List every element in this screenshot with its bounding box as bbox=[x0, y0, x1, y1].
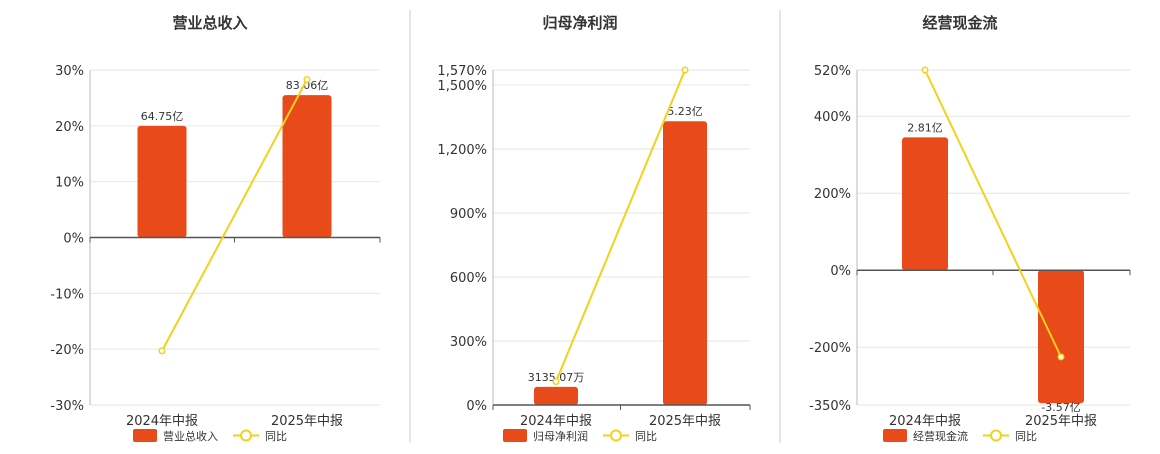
bar-data-label: 2.81亿 bbox=[907, 121, 943, 134]
yoy-point bbox=[158, 347, 166, 355]
y-tick-label: 0% bbox=[830, 264, 851, 279]
bar bbox=[663, 121, 707, 405]
x-tick-label: 2024年中报 bbox=[126, 414, 198, 429]
legend: 营业总收入 同比 bbox=[133, 429, 287, 443]
bar bbox=[902, 137, 948, 271]
y-tick-label: 10% bbox=[55, 176, 84, 191]
yoy-point bbox=[303, 75, 311, 84]
legend-line-label: 同比 bbox=[635, 430, 657, 443]
y-tick-label: 200% bbox=[814, 187, 851, 202]
chart-revenue: 营业总收入 30% 20% 10% 0% -10% -20% -30% 64.75亿 83.06… bbox=[50, 14, 381, 443]
legend-line-marker bbox=[610, 429, 622, 442]
plot-area: 1,570%1,500% 1,200% 900% 600% 300% 0% 3135.07万… bbox=[437, 64, 751, 414]
yoy-point bbox=[1057, 353, 1065, 361]
legend-bar-swatch bbox=[133, 429, 157, 442]
yoy-point bbox=[921, 66, 929, 74]
legend: 归母净利润 同比 bbox=[503, 429, 657, 443]
bar-data-label: -3.57亿 bbox=[1041, 401, 1080, 414]
chart-operating-cash-flow: 经营现金流 520% 400% 200% 0% -200% -350% 2.81亿 -3.57… bbox=[809, 14, 1131, 443]
yoy-line bbox=[555, 69, 686, 382]
bar bbox=[1038, 270, 1084, 404]
yoy-point bbox=[681, 66, 689, 74]
legend-bar-label: 营业总收入 bbox=[163, 429, 218, 443]
y-tick-label: 20% bbox=[55, 120, 84, 135]
legend-line-label: 同比 bbox=[265, 430, 287, 443]
legend-bar-label: 经营现金流 bbox=[913, 429, 968, 443]
y-tick-label: 1,500% bbox=[437, 79, 487, 94]
y-tick-label: -10% bbox=[50, 287, 84, 302]
y-tick-label: -20% bbox=[50, 343, 84, 358]
y-tick-label: 600% bbox=[450, 271, 487, 286]
y-tick-label: -200% bbox=[809, 341, 851, 356]
x-tick-label: 2025年中报 bbox=[1025, 414, 1097, 429]
y-tick-label: 0% bbox=[466, 399, 487, 414]
y-tick-label: 300% bbox=[450, 335, 487, 350]
y-tick-label: 0% bbox=[63, 232, 84, 247]
legend-line-label: 同比 bbox=[1015, 430, 1037, 443]
legend: 经营现金流 同比 bbox=[883, 429, 1037, 443]
bar-data-label: 3135.07万 bbox=[528, 371, 585, 384]
yoy-line bbox=[161, 79, 308, 352]
bar bbox=[282, 95, 332, 238]
x-tick-label: 2025年中报 bbox=[271, 414, 343, 429]
bar bbox=[137, 125, 187, 238]
chart-net-profit: 归母净利润 1,570%1,500% 1,200% 900% 600% 300% 0% 31… bbox=[437, 14, 751, 443]
legend-line-marker bbox=[990, 429, 1002, 442]
legend-line-marker bbox=[240, 429, 252, 442]
y-tick-label: 1,200% bbox=[437, 143, 487, 158]
yoy-point bbox=[552, 377, 560, 386]
bar-data-label: 64.75亿 bbox=[141, 110, 184, 123]
y-tick-label: 520% bbox=[814, 64, 851, 79]
y-tick-label: 1,570% bbox=[437, 64, 487, 79]
y-tick-label: -350% bbox=[809, 399, 851, 414]
yoy-line bbox=[924, 69, 1062, 358]
y-tick-label: 400% bbox=[814, 110, 851, 125]
plot-area: 30% 20% 10% 0% -10% -20% -30% 64.75亿 83.06亿 bbox=[50, 64, 381, 414]
chart-title: 营业总收入 bbox=[172, 14, 247, 32]
bar bbox=[534, 386, 578, 405]
x-tick-label: 2025年中报 bbox=[649, 414, 721, 429]
x-tick-label: 2024年中报 bbox=[889, 414, 961, 429]
chart-title: 经营现金流 bbox=[922, 14, 997, 32]
legend-bar-label: 归母净利润 bbox=[533, 429, 588, 443]
y-tick-label: 900% bbox=[450, 207, 487, 222]
chart-title: 归母净利润 bbox=[542, 14, 617, 32]
bar-data-label: 83.06亿 bbox=[286, 79, 329, 92]
plot-area: 520% 400% 200% 0% -200% -350% 2.81亿 -3.57亿 bbox=[809, 64, 1131, 414]
y-tick-label: 30% bbox=[55, 64, 84, 79]
y-tick-label: -30% bbox=[50, 399, 84, 414]
bar-data-label: 5.23亿 bbox=[667, 105, 703, 118]
x-tick-label: 2024年中报 bbox=[520, 414, 592, 429]
legend-bar-swatch bbox=[883, 429, 907, 442]
legend-bar-swatch bbox=[503, 429, 527, 442]
